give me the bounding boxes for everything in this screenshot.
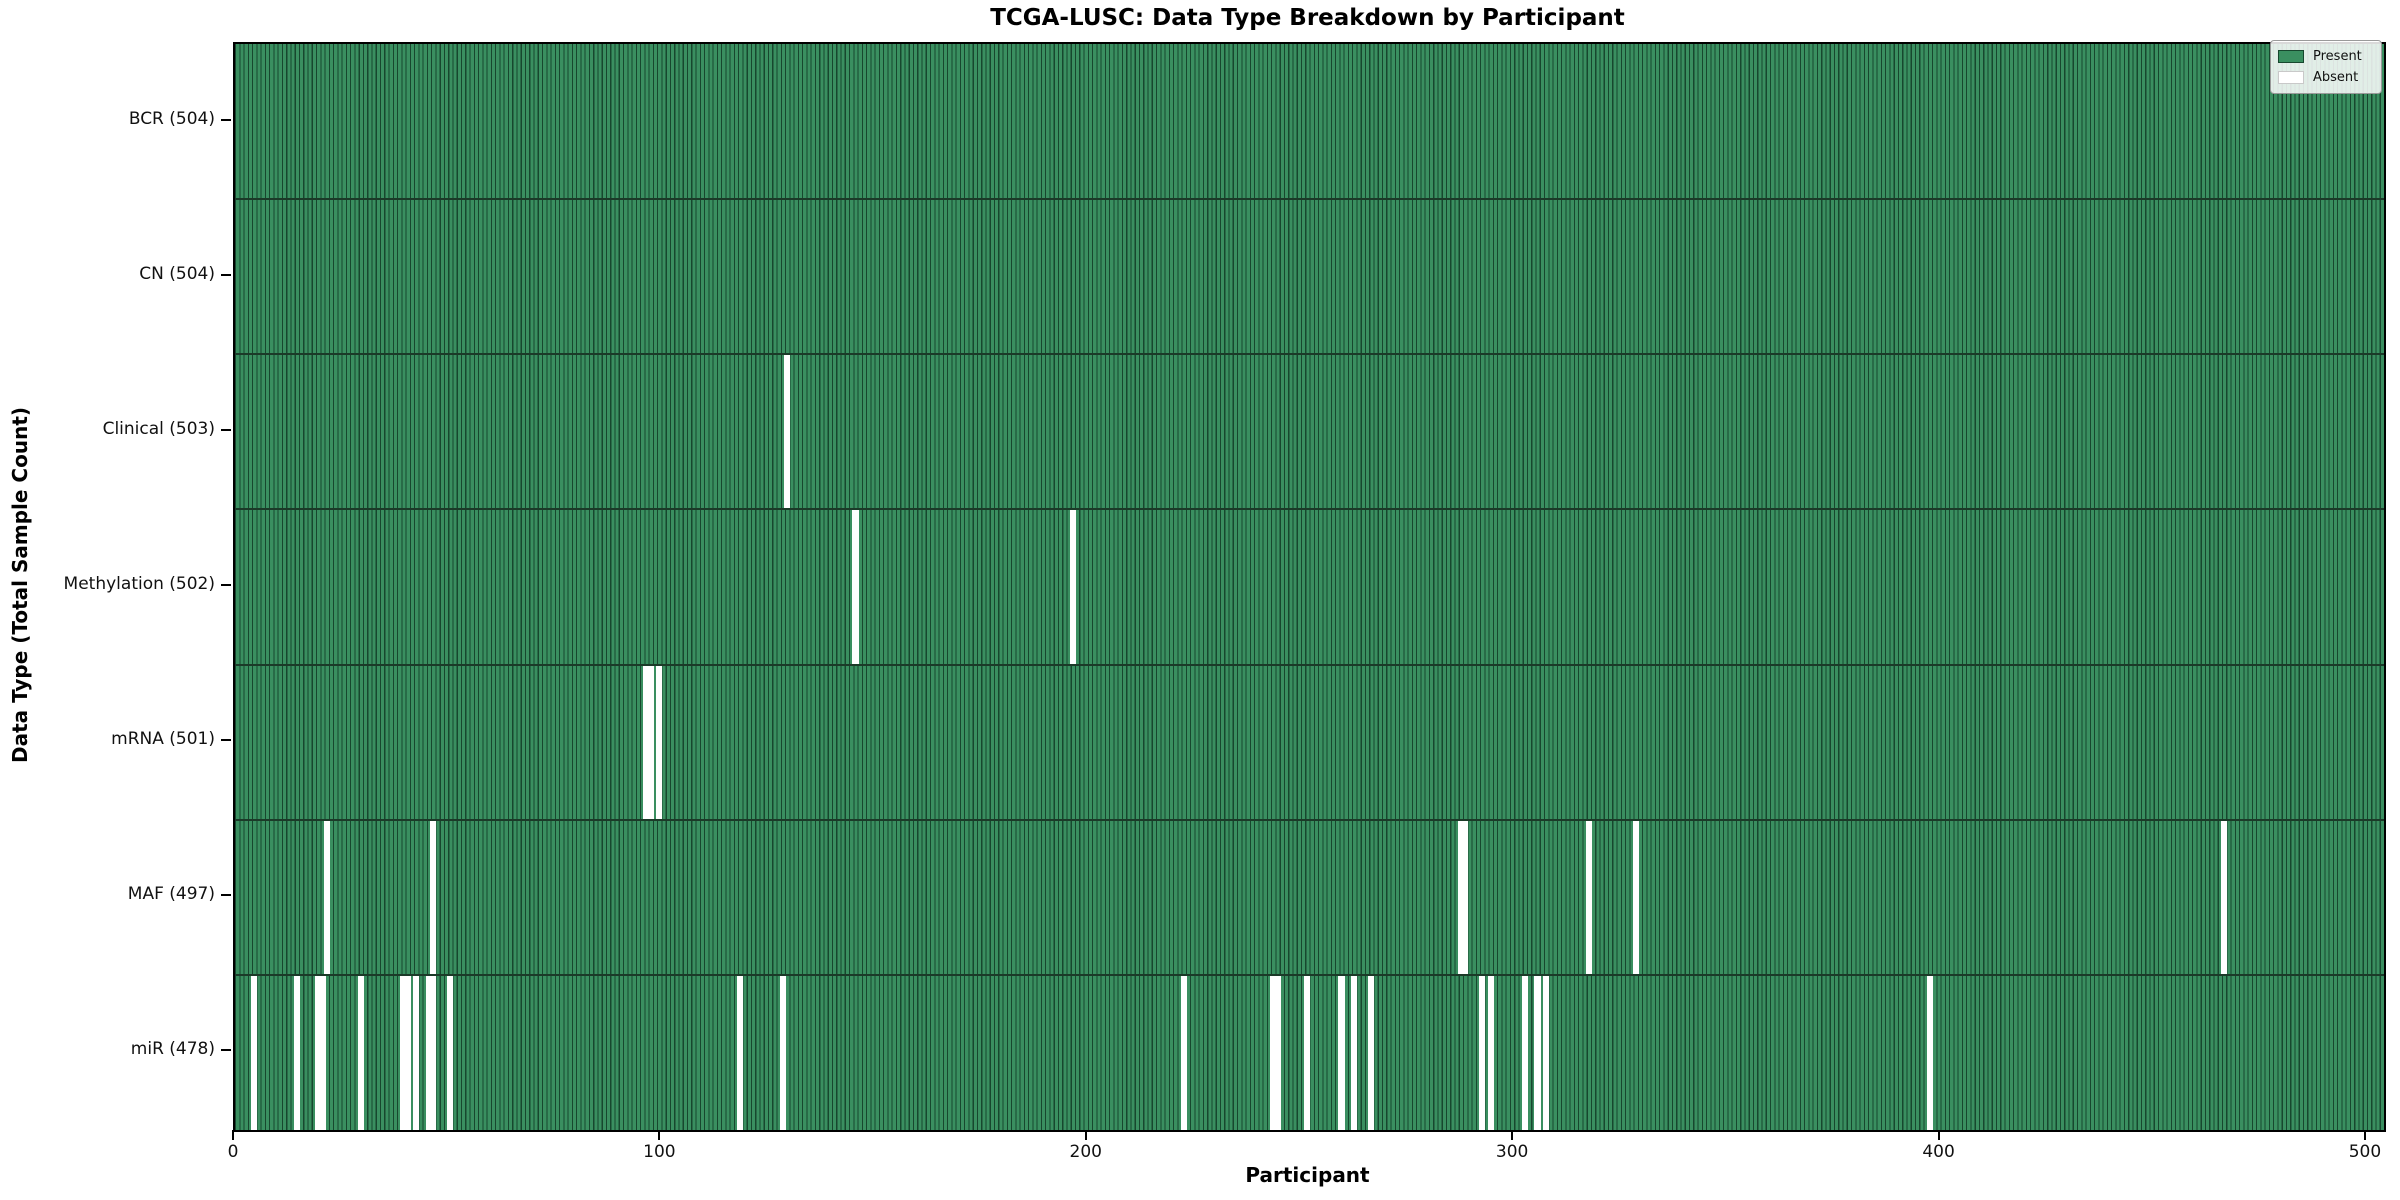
x-tick-mark-200 [1084,1130,1087,1140]
absent-swatch-icon [2278,71,2304,84]
y-tick-mark-Methylation [221,584,231,586]
absent-gap-miR-307 [1543,974,1550,1130]
absent-gap-miR-259 [1338,974,1345,1130]
absent-gap-miR-251 [1304,974,1311,1130]
row-CN [235,199,2384,355]
absent-gap-mRNA-99 [656,664,663,820]
absent-gap-miR-244 [1274,974,1281,1130]
absent-gap-MAF-466 [2220,819,2228,975]
row-MAF [235,819,2384,975]
x-tick-label-200: 200 [1069,1142,1102,1162]
x-tick-mark-100 [658,1130,661,1140]
absent-gap-miR-39 [400,974,407,1130]
y-tick-mark-CN [221,273,231,276]
x-tick-label-0: 0 [227,1142,239,1162]
absent-gap-miR-19 [315,974,322,1130]
row-boundary [235,818,2384,821]
row-boundary [235,663,2384,666]
legend-label-present: Present [2313,49,2362,64]
absent-gap-mRNA-96 [643,664,650,820]
x-tick-mark-500 [2363,1130,2366,1140]
y-tick-label-Methylation: Methylation (502) [63,574,215,594]
absent-gap-miR-128 [779,974,787,1130]
legend-entry-absent: Absent [2278,67,2374,88]
row-Clinical [235,354,2384,510]
x-tick-label-100: 100 [643,1142,676,1162]
absent-gap-miR-243 [1270,974,1277,1130]
x-tick-label-400: 400 [1922,1142,1955,1162]
y-tick-mark-miR [221,1049,231,1052]
row-boundary [235,198,2384,201]
x-axis-label: Participant [1245,1163,1370,1187]
x-tick-label-300: 300 [1495,1142,1529,1162]
absent-gap-MAF-46 [430,819,437,975]
y-tick-mark-BCR [221,118,231,121]
y-tick-label-CN: CN (504) [139,263,215,284]
x-tick-mark-0 [232,1130,234,1140]
absent-gap-miR-42 [413,974,420,1130]
y-tick-mark-Clinical [221,428,231,431]
absent-gap-miR-50 [447,974,454,1130]
absent-gap-MAF-21 [323,819,330,975]
absent-gap-miR-29 [357,974,364,1130]
absent-gap-Clinical-129 [784,354,791,510]
row-Methylation [235,509,2384,665]
absent-gap-MAF-287 [1457,819,1464,975]
absent-gap-Methylation-196 [1069,509,1076,665]
absent-gap-miR-294 [1487,974,1494,1130]
plot-area [233,42,2386,1132]
absent-gap-MAF-328 [1632,819,1639,975]
absent-gap-Methylation-145 [852,509,859,665]
row-boundary [235,973,2384,976]
x-tick-mark-400 [1937,1130,1940,1140]
legend-label-absent: Absent [2313,70,2359,85]
row-mRNA [235,664,2384,820]
absent-gap-miR-305 [1534,974,1541,1130]
absent-gap-miR-397 [1926,974,1933,1130]
legend: Present Absent [2270,40,2382,94]
absent-gap-miR-4 [251,974,258,1130]
row-miR [235,974,2384,1130]
absent-gap-miR-222 [1180,974,1187,1130]
y-axis-label: Data Type (Total Sample Count) [8,406,32,764]
row-boundary [235,353,2384,356]
y-tick-label-miR: miR (478) [130,1039,215,1060]
absent-gap-miR-46 [430,974,437,1130]
absent-gap-miR-14 [293,974,300,1130]
x-tick-label-500: 500 [2348,1142,2382,1162]
absent-gap-miR-262 [1351,974,1358,1130]
absent-gap-miR-292 [1479,974,1486,1130]
row-BCR [235,44,2384,200]
row-boundary [235,508,2384,511]
y-tick-label-BCR: BCR (504) [128,108,215,129]
chart-title: TCGA-LUSC: Data Type Breakdown by Partic… [990,5,1625,31]
absent-gap-miR-40 [404,974,411,1130]
absent-gap-miR-20 [319,974,326,1130]
absent-gap-MAF-317 [1585,819,1592,975]
absent-gap-mRNA-97 [647,664,654,820]
present-swatch-icon [2278,50,2304,63]
legend-entry-present: Present [2278,46,2374,67]
absent-gap-miR-266 [1368,974,1375,1130]
absent-gap-miR-302 [1521,974,1528,1130]
y-tick-mark-mRNA [221,739,231,742]
y-tick-label-MAF: MAF (497) [127,884,215,905]
y-tick-label-Clinical: Clinical (503) [102,418,215,439]
absent-gap-miR-45 [425,974,433,1130]
y-tick-label-mRNA: mRNA (501) [111,729,215,750]
x-tick-mark-300 [1511,1130,1514,1140]
absent-gap-miR-118 [737,974,744,1130]
absent-gap-MAF-288 [1462,819,1469,975]
y-tick-mark-MAF [221,894,231,897]
